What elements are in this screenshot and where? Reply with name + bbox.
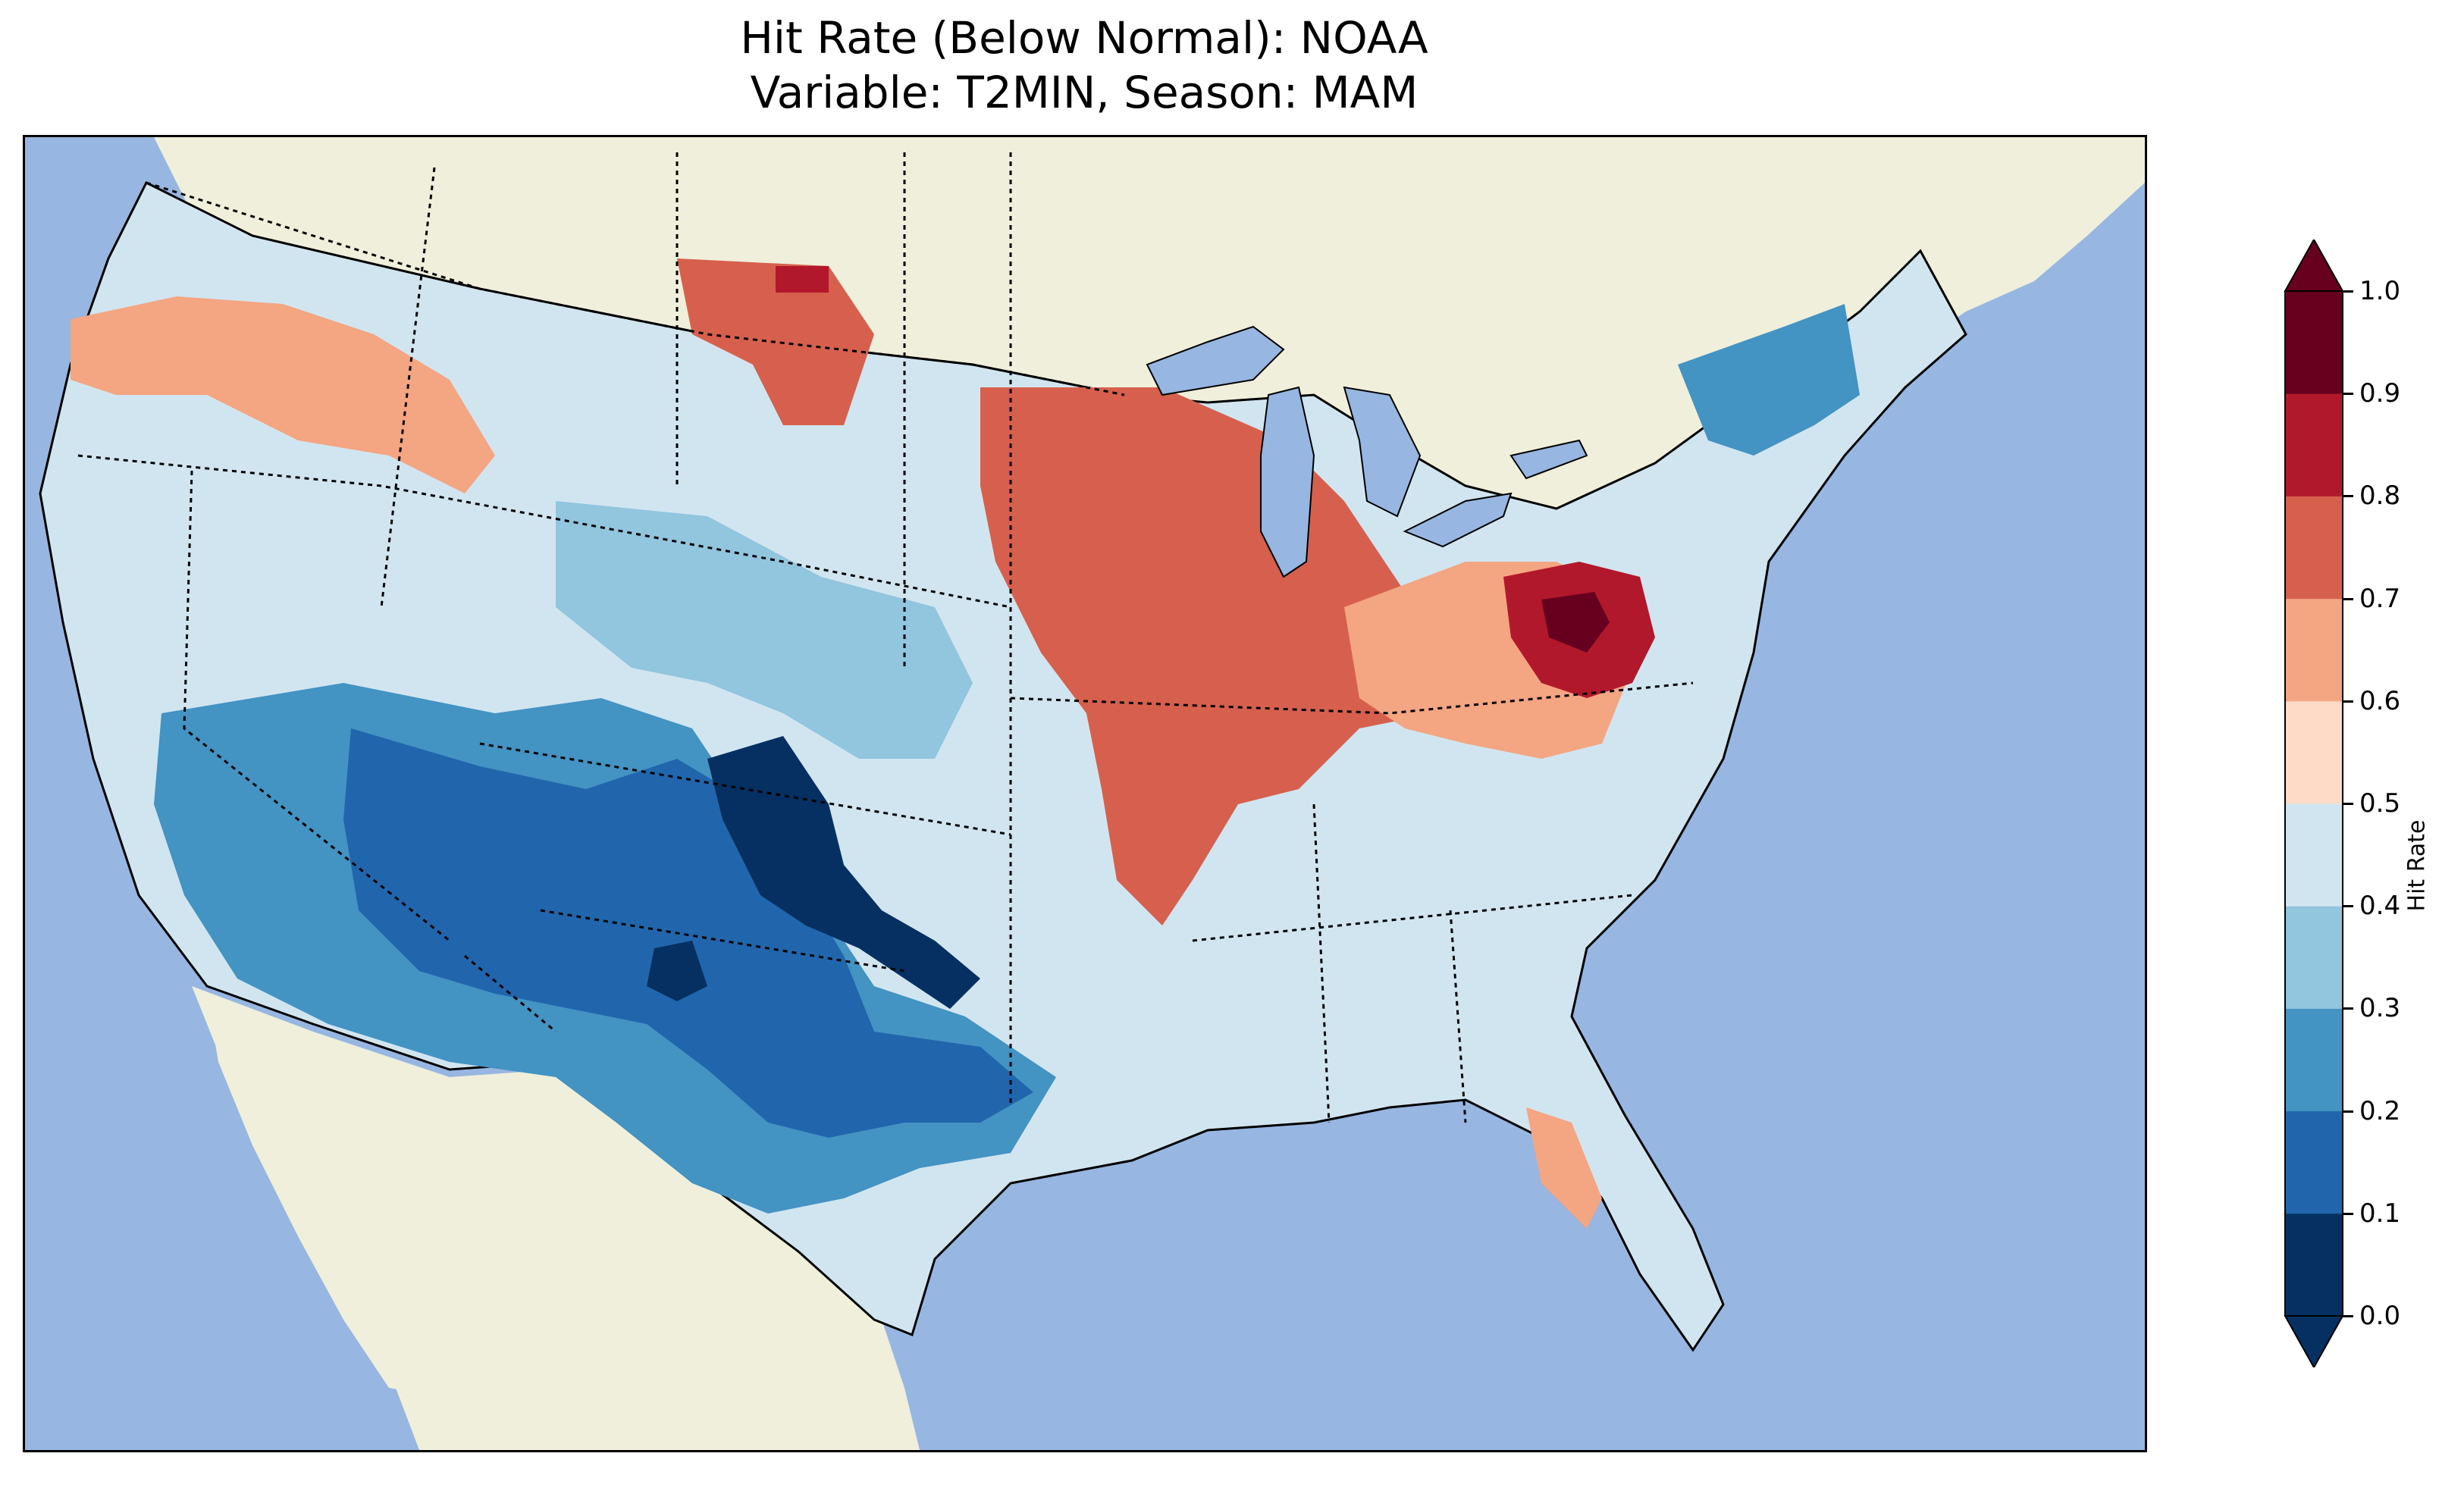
colorbar-extend-max bbox=[2284, 240, 2344, 292]
state-borders bbox=[77, 152, 1694, 1123]
colorbar-tick-label: 0.4 bbox=[2359, 891, 2401, 922]
lake-huron bbox=[1343, 386, 1422, 518]
canada-land bbox=[154, 137, 2145, 547]
lake-ontario bbox=[1509, 439, 1588, 480]
colorbar-bin-0.0-0.1 bbox=[2285, 1213, 2343, 1317]
colorbar-bin-0.7-0.8 bbox=[2285, 496, 2343, 600]
colorbar-tick-mark bbox=[2343, 1212, 2353, 1215]
colorbar-bin-0.9-1.0 bbox=[2285, 291, 2343, 394]
colorbar-tick-label: 0.7 bbox=[2359, 583, 2401, 614]
baja-land bbox=[207, 994, 434, 1395]
region-0.7-0.8-midwest bbox=[980, 387, 1466, 926]
colorbar-tick-mark bbox=[2343, 1007, 2353, 1010]
colorbar-tick-label: 0.9 bbox=[2359, 378, 2401, 409]
great-lakes bbox=[1146, 325, 1588, 578]
region-0.9-1.0-pa bbox=[1541, 592, 1610, 653]
colorbar-bins bbox=[2285, 291, 2343, 1317]
colorbar-tick-mark bbox=[2343, 495, 2353, 498]
colorbar-tick-label: 0.5 bbox=[2359, 788, 2401, 819]
colorbar-tick-label: 0.3 bbox=[2359, 993, 2401, 1024]
colorbar-bin-0.1-0.2 bbox=[2285, 1110, 2343, 1214]
colorbar-bin-0.2-0.3 bbox=[2285, 1008, 2343, 1112]
colorbar-tick-label: 0.1 bbox=[2359, 1198, 2401, 1229]
colorbar-tick-mark bbox=[2343, 1315, 2353, 1317]
region-0.9-1.0-mt bbox=[776, 266, 829, 293]
colorbar-tick-label: 0.0 bbox=[2359, 1301, 2401, 1331]
lake-michigan bbox=[1260, 386, 1315, 578]
colorbar-tick-mark bbox=[2343, 393, 2353, 396]
colorbar-tick-mark bbox=[2343, 700, 2353, 703]
colorbar-tick-mark bbox=[2343, 803, 2353, 805]
region-0.0-0.1-nm bbox=[647, 941, 707, 1001]
lake-erie bbox=[1403, 492, 1513, 548]
colorbar-tick-label: 0.2 bbox=[2359, 1095, 2401, 1126]
colorbar-tick-mark bbox=[2343, 597, 2353, 600]
colorbar-tick-mark bbox=[2343, 905, 2353, 908]
lake-superior bbox=[1146, 325, 1285, 396]
colorbar-bin-0.8-0.9 bbox=[2285, 393, 2343, 496]
colorbar-tick-label: 1.0 bbox=[2359, 276, 2401, 306]
map-panel bbox=[23, 135, 2147, 1452]
us-heatmap bbox=[39, 180, 1967, 1352]
colorbar-bin-0.6-0.7 bbox=[2285, 598, 2343, 702]
region-0.3-0.4-mid bbox=[556, 501, 973, 759]
colorbar-label: Hit Rate bbox=[2403, 819, 2431, 912]
colorbar-tick-mark bbox=[2343, 1110, 2353, 1113]
region-0.1-0.2-sw bbox=[343, 728, 1033, 1138]
colorbar-tick-label: 0.8 bbox=[2359, 481, 2401, 512]
colorbar-tick-mark bbox=[2343, 290, 2353, 293]
map-canvas bbox=[25, 137, 2145, 1450]
region-0.7-0.8-mt bbox=[677, 258, 874, 425]
region-0.2-0.3-ne bbox=[1678, 304, 1860, 456]
region-0.6-0.7-fl bbox=[1526, 1107, 1602, 1229]
colorbar-bin-0.4-0.5 bbox=[2285, 803, 2343, 907]
colorbar-tick-label: 0.6 bbox=[2359, 685, 2401, 716]
colorbar-bin-0.3-0.4 bbox=[2285, 906, 2343, 1009]
title-line-1: Hit Rate (Below Normal): NOAA bbox=[740, 12, 1428, 64]
colorbar-bin-0.5-0.6 bbox=[2285, 700, 2343, 804]
colorbar-extend-min bbox=[2284, 1315, 2344, 1367]
colorbar bbox=[2284, 240, 2344, 1367]
title-line-2: Variable: T2MIN, Season: MAM bbox=[750, 67, 1419, 118]
region-0.6-0.7-nw bbox=[71, 296, 495, 493]
map-title: Hit Rate (Below Normal): NOAA Variable: … bbox=[0, 11, 2168, 120]
region-0.0-0.1-co bbox=[707, 736, 980, 1009]
